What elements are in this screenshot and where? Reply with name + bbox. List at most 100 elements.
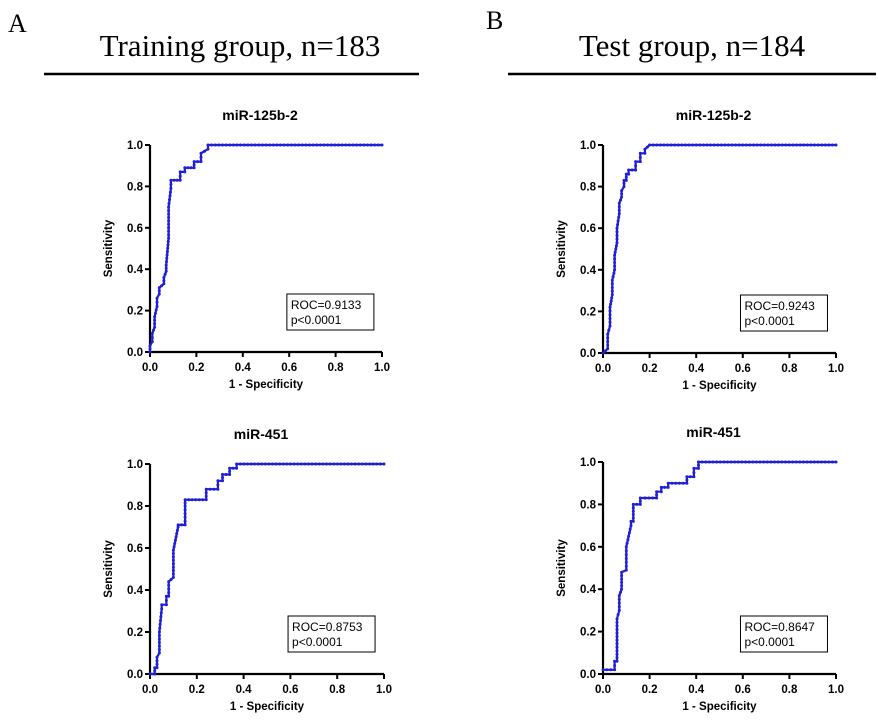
roc-point [666, 485, 670, 489]
x-axis-label: 1 - Specificity [229, 379, 304, 391]
roc-point [171, 569, 175, 573]
roc-point [609, 299, 613, 303]
roc-point [293, 143, 297, 147]
roc-point [264, 143, 268, 147]
roc-point [375, 462, 379, 466]
roc-point [755, 143, 759, 147]
roc-point [787, 460, 791, 464]
roc-point [608, 305, 612, 309]
roc-point [651, 143, 655, 147]
roc-point [157, 641, 161, 644]
roc-point [631, 509, 635, 513]
roc-point [638, 160, 642, 164]
roc-point [171, 565, 175, 569]
roc-point [733, 460, 737, 464]
roc-point [830, 460, 834, 464]
roc-point [168, 194, 172, 198]
roc-chart-2: miR-125b-2 0.0 0.2 0.4 0.6 0.8 1.0 0.0 0.2 0.4 0.6… [556, 107, 844, 392]
roc-point [299, 462, 303, 466]
roc-point [183, 523, 187, 527]
y-tick-label: 0.2 [127, 627, 143, 639]
roc-point [624, 564, 628, 568]
roc-point [622, 182, 626, 185]
roc-point [155, 659, 159, 663]
roc-point [256, 462, 260, 466]
roc-point [157, 651, 161, 655]
roc-point [634, 164, 638, 168]
roc-point [169, 178, 173, 182]
roc-point [368, 462, 372, 466]
roc-point [615, 652, 619, 656]
roc-point [153, 315, 157, 319]
roc-point [303, 462, 307, 466]
roc-point [805, 460, 809, 464]
roc-point [296, 462, 300, 466]
roc-point [776, 460, 780, 464]
y-tick-label: 0.2 [580, 627, 596, 639]
x-tick-label: 0.0 [142, 362, 158, 374]
roc-point [777, 143, 781, 147]
roc-point [608, 317, 612, 320]
roc-point [812, 460, 816, 464]
roc-point [204, 487, 208, 491]
roc-point [683, 143, 687, 147]
roc-point [834, 143, 838, 147]
roc-point [178, 174, 182, 178]
roc-point [765, 460, 769, 464]
roc-point [726, 460, 729, 464]
roc-value-text: ROC=0.9133 [291, 298, 362, 312]
roc-point [617, 212, 621, 216]
roc-point [171, 575, 175, 579]
roc-point [204, 491, 208, 495]
roc-value-text: ROC=0.8753 [292, 620, 363, 634]
chart-title: miR-125b-2 [222, 107, 298, 123]
roc-point [159, 611, 163, 615]
roc-point [183, 166, 187, 170]
roc-point [157, 644, 161, 648]
roc-point [150, 331, 154, 335]
roc-point [622, 178, 626, 182]
roc-point [606, 336, 610, 340]
x-tick-label: 0.8 [781, 363, 798, 375]
y-tick-label: 0.6 [580, 223, 596, 235]
roc-point [278, 462, 282, 466]
roc-point [617, 601, 621, 605]
roc-annotation-box [739, 615, 828, 653]
roc-point [158, 626, 162, 630]
y-tick-label: 1.0 [127, 140, 143, 152]
roc-point [802, 143, 806, 147]
roc-point [613, 668, 617, 672]
chart-title: miR-451 [234, 426, 289, 442]
roc-point [608, 309, 612, 313]
y-tick-label: 0.6 [127, 543, 143, 555]
roc-point [697, 466, 700, 470]
roc-point [199, 151, 203, 155]
roc-point [773, 460, 776, 464]
y-axis-label: Sensitivity [556, 220, 568, 278]
panel-title-test: Test group, n=184 [579, 28, 806, 63]
roc-point [355, 143, 359, 147]
roc-curve-markers [148, 143, 384, 354]
roc-point [238, 462, 242, 466]
roc-point [615, 645, 619, 649]
roc-point [615, 628, 619, 631]
roc-point [260, 143, 264, 147]
roc-point [153, 318, 157, 322]
roc-point [246, 143, 250, 147]
roc-point [629, 524, 633, 528]
roc-point [160, 607, 164, 611]
roc-point [666, 143, 669, 147]
roc-point [615, 649, 619, 653]
roc-point [705, 143, 709, 147]
roc-point [692, 471, 696, 475]
y-tick-label: 0.6 [127, 223, 143, 235]
roc-point [613, 664, 617, 667]
roc-point [613, 264, 617, 268]
roc-point [615, 237, 619, 241]
roc-point [213, 143, 217, 147]
roc-point [380, 143, 384, 147]
roc-point [613, 253, 617, 257]
roc-point [631, 513, 635, 517]
roc-point [164, 603, 168, 607]
roc-point [221, 476, 224, 480]
